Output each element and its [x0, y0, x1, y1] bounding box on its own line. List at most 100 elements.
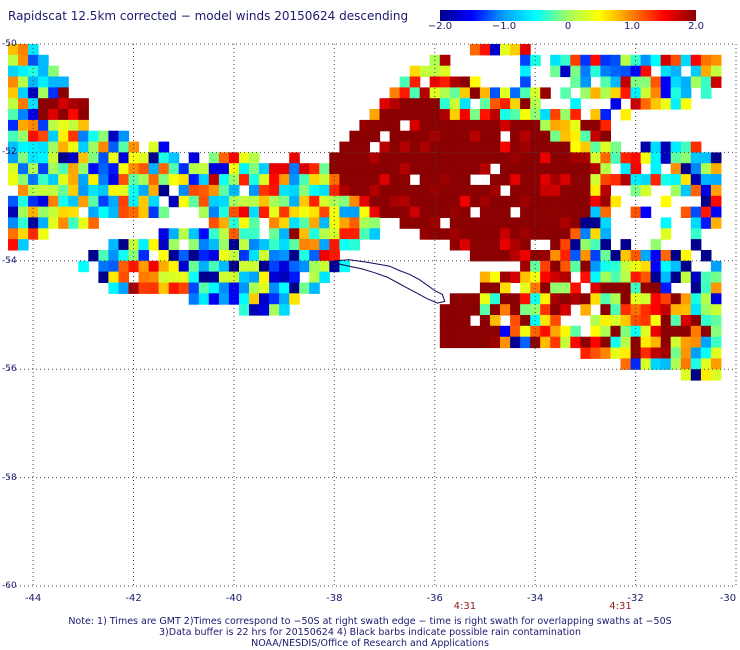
wind-cell — [660, 358, 672, 370]
wind-cell — [650, 76, 662, 88]
wind-cell — [520, 239, 531, 251]
wind-cell — [68, 119, 79, 132]
longitude-label: -44 — [24, 593, 42, 604]
wind-cell — [630, 325, 642, 338]
wind-cell — [620, 347, 632, 359]
wind-cell — [399, 163, 411, 175]
wind-cell — [640, 304, 652, 316]
wind-cell — [249, 239, 260, 251]
wind-cell — [98, 152, 109, 164]
wind-cell — [269, 174, 280, 186]
wind-cell — [419, 119, 431, 132]
wind-cell — [650, 152, 662, 164]
wind-cell — [158, 271, 170, 283]
wind-cell — [218, 228, 230, 240]
wind-cell — [550, 217, 561, 229]
wind-cell — [48, 184, 59, 197]
wind-cell — [28, 174, 39, 186]
wind-cell — [449, 239, 461, 251]
wind-cell — [540, 195, 551, 208]
wind-cell — [510, 315, 521, 327]
wind-cell — [459, 98, 471, 110]
wind-cell — [520, 44, 531, 56]
wind-cell — [560, 336, 571, 349]
wind-cell — [299, 184, 310, 197]
wind-cell — [279, 206, 290, 218]
wind-cell — [600, 228, 611, 240]
longitude-label: -36 — [426, 593, 443, 604]
wind-cell — [680, 358, 692, 370]
wind-cell — [590, 174, 601, 186]
wind-cell — [389, 195, 401, 208]
wind-cell — [570, 250, 581, 262]
wind-cell — [38, 98, 49, 110]
wind-cell — [650, 293, 662, 305]
wind-cell — [690, 336, 702, 349]
wind-cell — [188, 293, 200, 305]
wind-cell — [550, 163, 561, 175]
wind-cell — [710, 315, 722, 327]
wind-cell — [88, 141, 99, 153]
wind-cell — [479, 195, 491, 208]
wind-cell — [259, 163, 270, 175]
wind-cell — [319, 217, 330, 229]
wind-cell — [710, 76, 722, 88]
wind-cell — [459, 87, 471, 99]
wind-cell — [600, 206, 611, 218]
wind-cell — [329, 174, 340, 186]
wind-cell — [18, 87, 29, 99]
wind-cell — [339, 184, 350, 197]
wind-cell — [239, 260, 250, 273]
wind-cell — [690, 369, 702, 381]
wind-cell — [670, 87, 682, 99]
wind-cell — [239, 152, 250, 164]
wind-cell — [680, 184, 692, 197]
wind-cell — [289, 195, 300, 208]
wind-cell — [510, 239, 521, 251]
wind-cell — [650, 260, 662, 273]
wind-cell — [690, 152, 702, 164]
wind-cell — [700, 195, 712, 208]
wind-cell — [8, 76, 19, 88]
wind-cell — [389, 184, 401, 197]
wind-cell — [299, 239, 310, 251]
wind-cell — [118, 141, 130, 153]
wind-cell — [299, 206, 310, 218]
wind-cell — [610, 141, 622, 153]
wind-cell — [78, 195, 89, 208]
wind-cell — [670, 163, 682, 175]
wind-cell — [419, 65, 431, 78]
wind-cell — [590, 54, 601, 67]
wind-cell — [429, 109, 441, 121]
wind-cell — [138, 206, 150, 218]
wind-cell — [520, 130, 531, 143]
wind-cell — [449, 195, 461, 208]
wind-cell — [670, 315, 682, 327]
wind-cell — [540, 325, 551, 338]
wind-cell — [700, 315, 712, 327]
wind-cell — [640, 271, 652, 283]
wind-cell — [590, 228, 601, 240]
colorbar — [440, 10, 696, 21]
wind-cell — [319, 228, 330, 240]
wind-cell — [369, 109, 381, 121]
wind-cell — [38, 184, 49, 197]
wind-cell — [28, 184, 39, 197]
wind-cell — [349, 130, 360, 143]
wind-cell — [700, 87, 712, 99]
wind-cell — [349, 228, 360, 240]
wind-cell — [449, 293, 461, 305]
wind-cell — [680, 76, 692, 88]
wind-cell — [389, 98, 401, 110]
wind-cell — [520, 76, 531, 88]
wind-cell — [710, 358, 722, 370]
wind-cell — [650, 304, 662, 316]
wind-cell — [710, 336, 722, 349]
wind-cell — [700, 152, 712, 164]
wind-cell — [198, 260, 210, 273]
wind-cell — [570, 54, 581, 67]
wind-cell — [399, 87, 411, 99]
wind-cell — [590, 336, 601, 349]
wind-cell — [490, 304, 501, 316]
wind-cell — [269, 260, 280, 273]
